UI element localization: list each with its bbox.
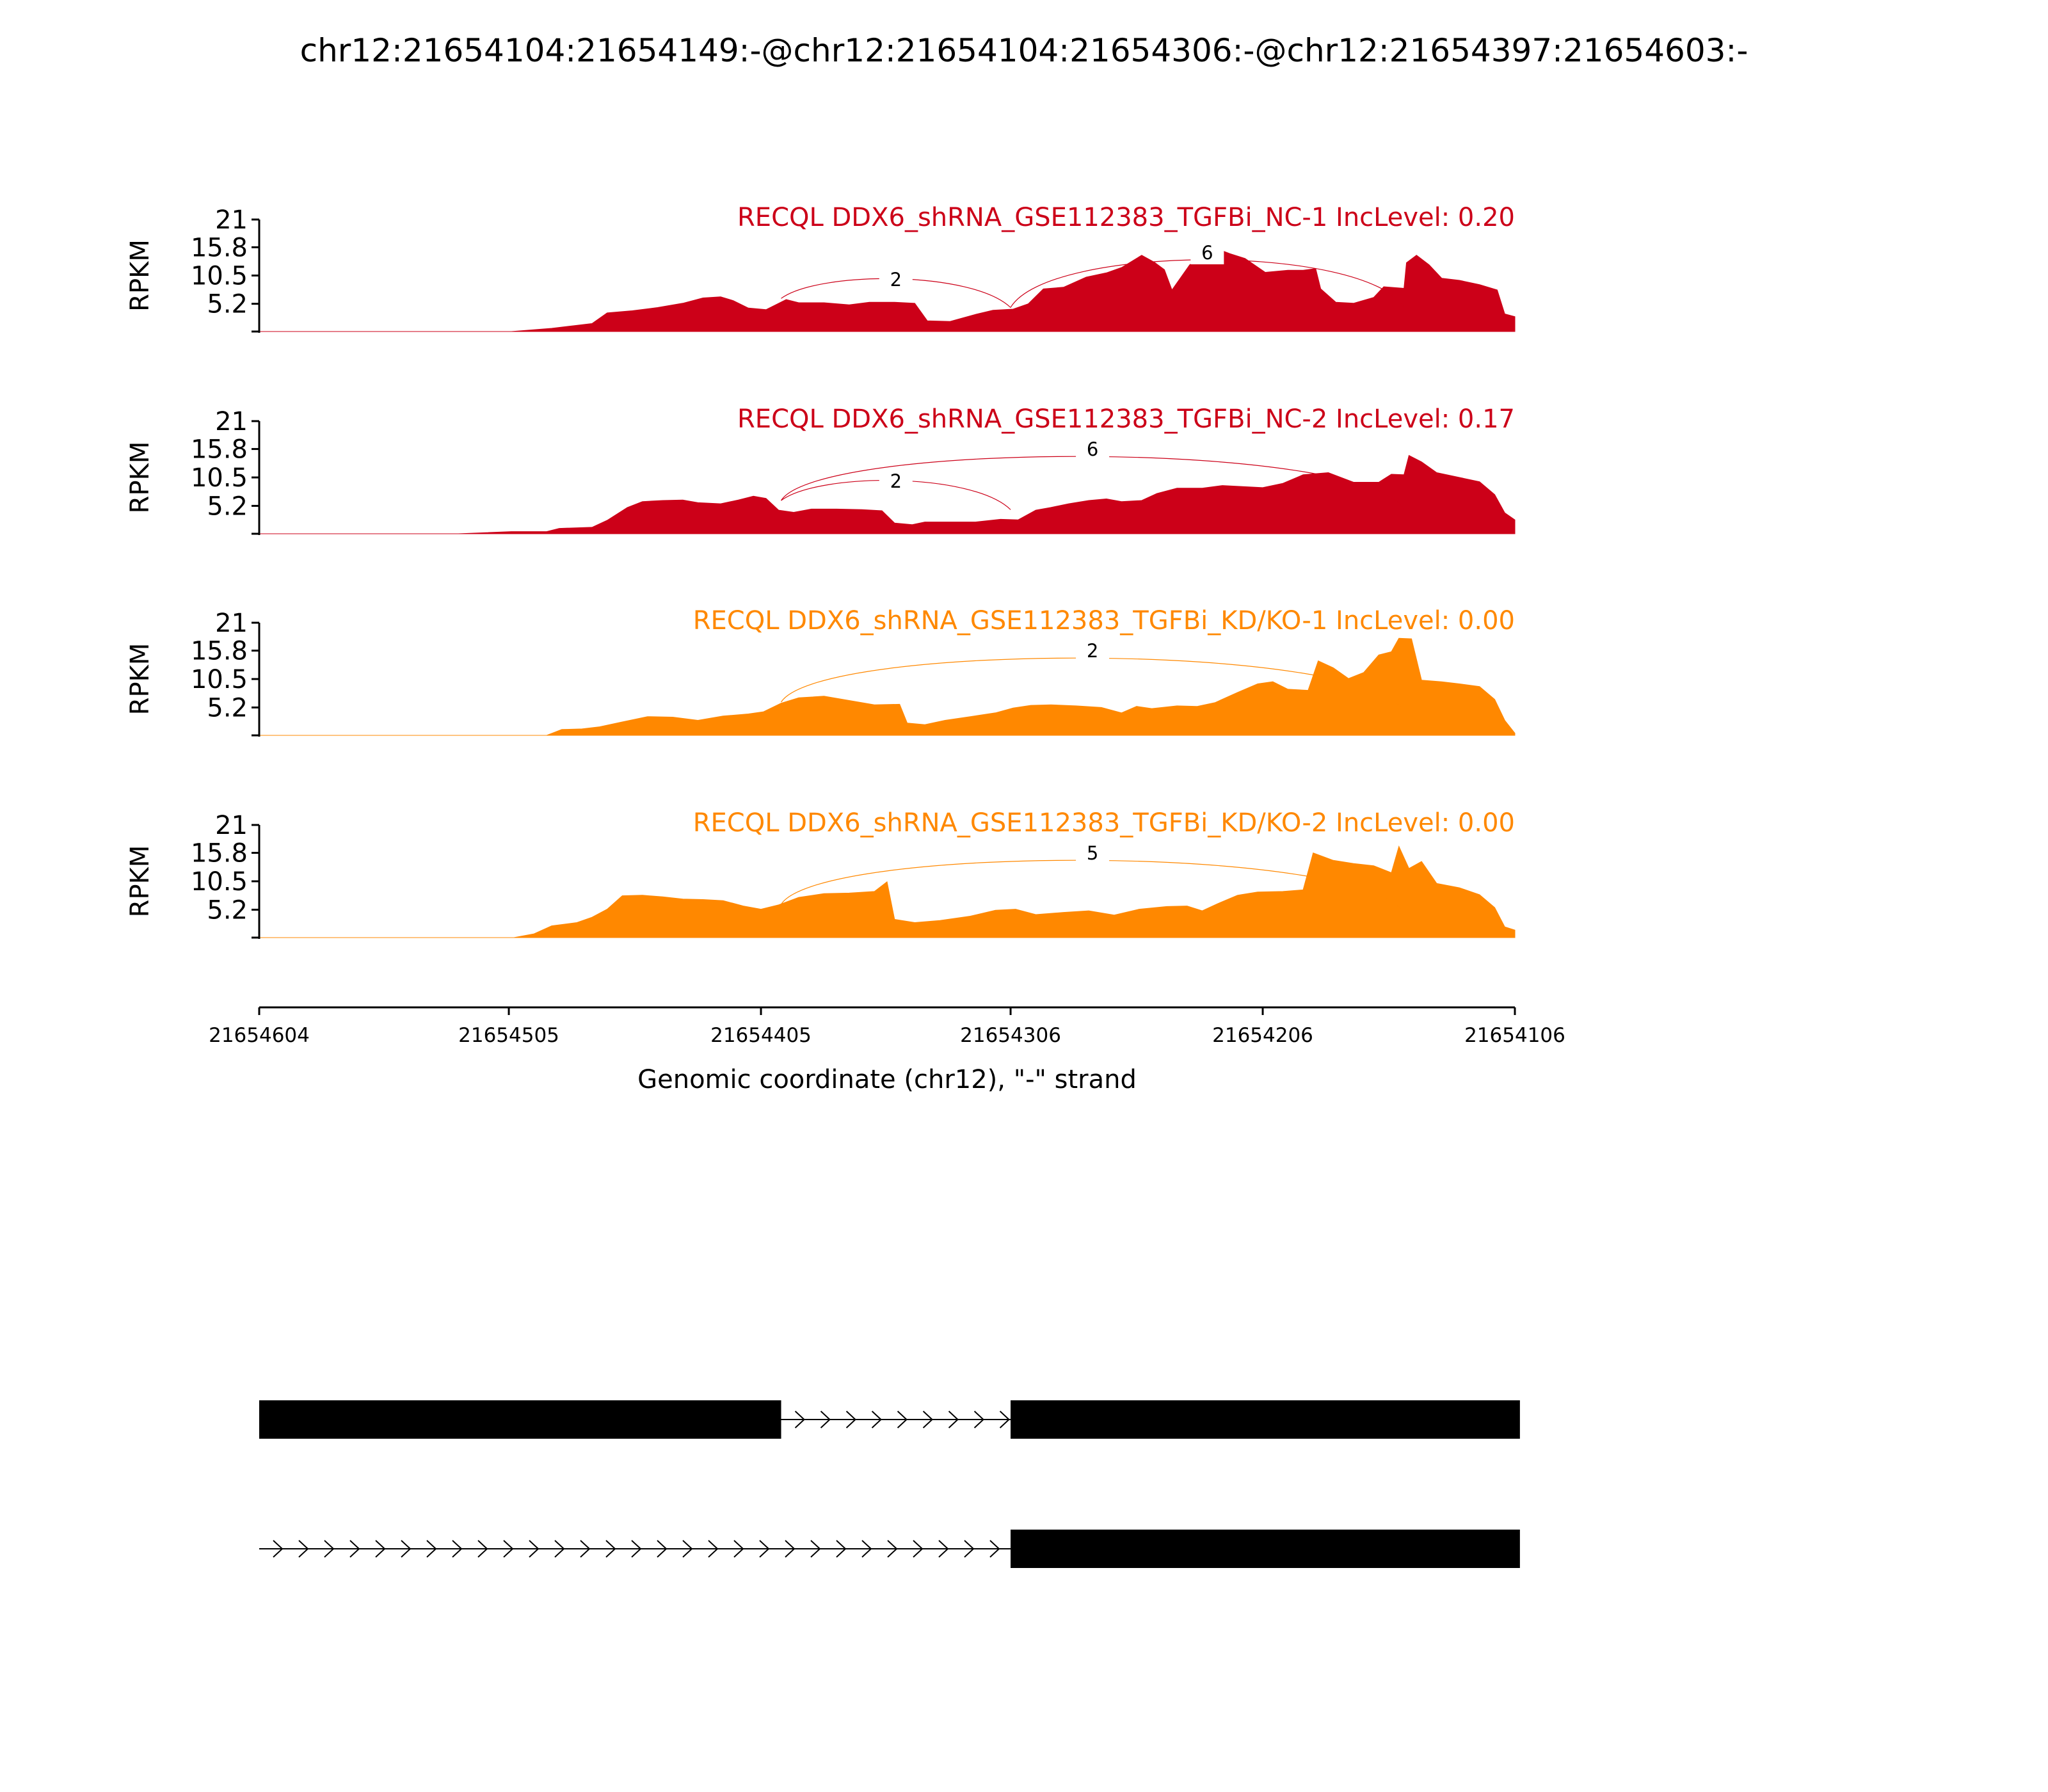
coverage-panel: 5.210.515.821 RPKM RECQL DDX6_shRNA_GSE112…: [125, 203, 1516, 333]
y-tick-label: 5.2: [207, 492, 248, 521]
y-axis-label: RPKM: [125, 643, 155, 716]
strand-arrow: [871, 1411, 882, 1428]
y-tick-label: 21: [215, 407, 248, 436]
coverage-panel: 5.210.515.821 RPKM RECQL DDX6_shRNA_GSE112…: [125, 606, 1516, 737]
coverage-panel: 5.210.515.821 RPKM RECQL DDX6_shRNA_GSE112…: [125, 808, 1516, 939]
strand-arrow: [708, 1540, 719, 1558]
y-tick-label: 21: [215, 811, 248, 840]
coverage-panel: 5.210.515.821 RPKM RECQL DDX6_shRNA_GSE112…: [125, 404, 1516, 535]
y-tick-label: 21: [215, 205, 248, 235]
strand-arrow: [273, 1540, 284, 1558]
strand-arrow: [759, 1540, 770, 1558]
y-tick-label: 15.8: [191, 637, 248, 666]
strand-arrow: [401, 1540, 412, 1558]
strand-arrow: [794, 1411, 805, 1428]
y-tick-label: 5.2: [207, 290, 248, 319]
strand-arrow: [503, 1540, 514, 1558]
panel-title: RECQL DDX6_shRNA_GSE112383_TGFBi_KD/KO-2…: [693, 808, 1515, 838]
strand-arrow: [820, 1411, 831, 1428]
strand-arrow: [913, 1540, 924, 1558]
y-tick-label: 10.5: [191, 665, 248, 694]
figure-title: chr12:21654104:21654149:-@chr12:21654104…: [300, 32, 1748, 69]
strand-arrow: [973, 1411, 984, 1428]
y-tick-label: 10.5: [191, 262, 248, 291]
junction-count-label: 2: [890, 269, 902, 291]
x-axis: 21654604 21654505 21654405 21654306 21654206…: [209, 1006, 1565, 1094]
coverage-area: [259, 248, 1516, 332]
junction-label-box: [1076, 642, 1110, 662]
strand-arrow: [733, 1540, 744, 1558]
junction-label-box: [1076, 440, 1110, 461]
y-tick-label: 15.8: [191, 435, 248, 465]
x-tick-label: 21654106: [1464, 1024, 1565, 1047]
junction-label-box: [879, 472, 913, 493]
junction-count-label: 5: [1087, 842, 1098, 864]
strand-arrow: [375, 1540, 386, 1558]
strand-arrow: [887, 1540, 898, 1558]
y-tick-label: 15.8: [191, 233, 248, 262]
strand-arrow: [349, 1540, 360, 1558]
strand-arrow: [922, 1411, 933, 1428]
strand-arrow: [554, 1540, 565, 1558]
strand-arrow: [631, 1540, 642, 1558]
strand-arrow: [964, 1540, 975, 1558]
strand-arrow: [861, 1540, 872, 1558]
coverage-area: [259, 637, 1516, 736]
y-tick-label: 10.5: [191, 463, 248, 493]
junction-count-label: 6: [1201, 242, 1213, 264]
strand-arrow: [477, 1540, 488, 1558]
junction-label-box: [879, 271, 913, 291]
x-tick-label: 21654306: [960, 1024, 1061, 1047]
exon-block: [1011, 1530, 1520, 1568]
strand-arrow: [785, 1540, 796, 1558]
panel-title: RECQL DDX6_shRNA_GSE112383_TGFBi_KD/KO-1…: [693, 606, 1515, 636]
strand-arrow: [845, 1411, 856, 1428]
coverage-area: [259, 454, 1516, 534]
strand-arrow: [989, 1540, 1000, 1558]
y-tick-label: 10.5: [191, 867, 248, 897]
x-axis-label: Genomic coordinate (chr12), "-" strand: [637, 1065, 1137, 1094]
panel-title: RECQL DDX6_shRNA_GSE112383_TGFBi_NC-2 In…: [737, 404, 1515, 434]
x-tick-label: 21654405: [710, 1024, 812, 1047]
strand-arrow: [682, 1540, 693, 1558]
y-tick-label: 21: [215, 609, 248, 638]
strand-arrow: [580, 1540, 591, 1558]
strand-arrow: [605, 1540, 616, 1558]
y-axis-label: RPKM: [125, 845, 155, 918]
x-tick-label: 21654505: [458, 1024, 559, 1047]
x-tick-label: 21654206: [1212, 1024, 1313, 1047]
strand-arrow: [426, 1540, 437, 1558]
junction-count-label: 2: [1087, 640, 1098, 662]
transcript-model: [259, 1530, 1520, 1568]
junction-count-label: 2: [890, 470, 902, 492]
strand-arrow: [948, 1411, 959, 1428]
strand-arrow: [999, 1411, 1010, 1428]
y-tick-label: 15.8: [191, 839, 248, 868]
y-axis-label: RPKM: [125, 239, 155, 312]
strand-arrow: [324, 1540, 335, 1558]
x-tick-label: 21654604: [209, 1024, 310, 1047]
junction-count-label: 6: [1087, 438, 1098, 460]
strand-arrow: [298, 1540, 309, 1558]
transcript-model: [259, 1400, 1520, 1439]
y-tick-label: 5.2: [207, 693, 248, 723]
panel-title: RECQL DDX6_shRNA_GSE112383_TGFBi_NC-1 In…: [737, 203, 1515, 232]
strand-arrow: [938, 1540, 949, 1558]
gene-models: [259, 1400, 1520, 1568]
junction-label-box: [1190, 244, 1224, 264]
strand-arrow: [897, 1411, 908, 1428]
exon-block: [1011, 1400, 1520, 1439]
strand-arrow: [529, 1540, 540, 1558]
y-tick-label: 5.2: [207, 895, 248, 925]
coverage-area: [259, 845, 1516, 938]
strand-arrow: [810, 1540, 821, 1558]
strand-arrow: [657, 1540, 668, 1558]
strand-arrow: [452, 1540, 463, 1558]
strand-arrow: [836, 1540, 847, 1558]
y-axis-label: RPKM: [125, 442, 155, 514]
junction-label-box: [1076, 844, 1110, 865]
exon-block: [259, 1400, 781, 1439]
